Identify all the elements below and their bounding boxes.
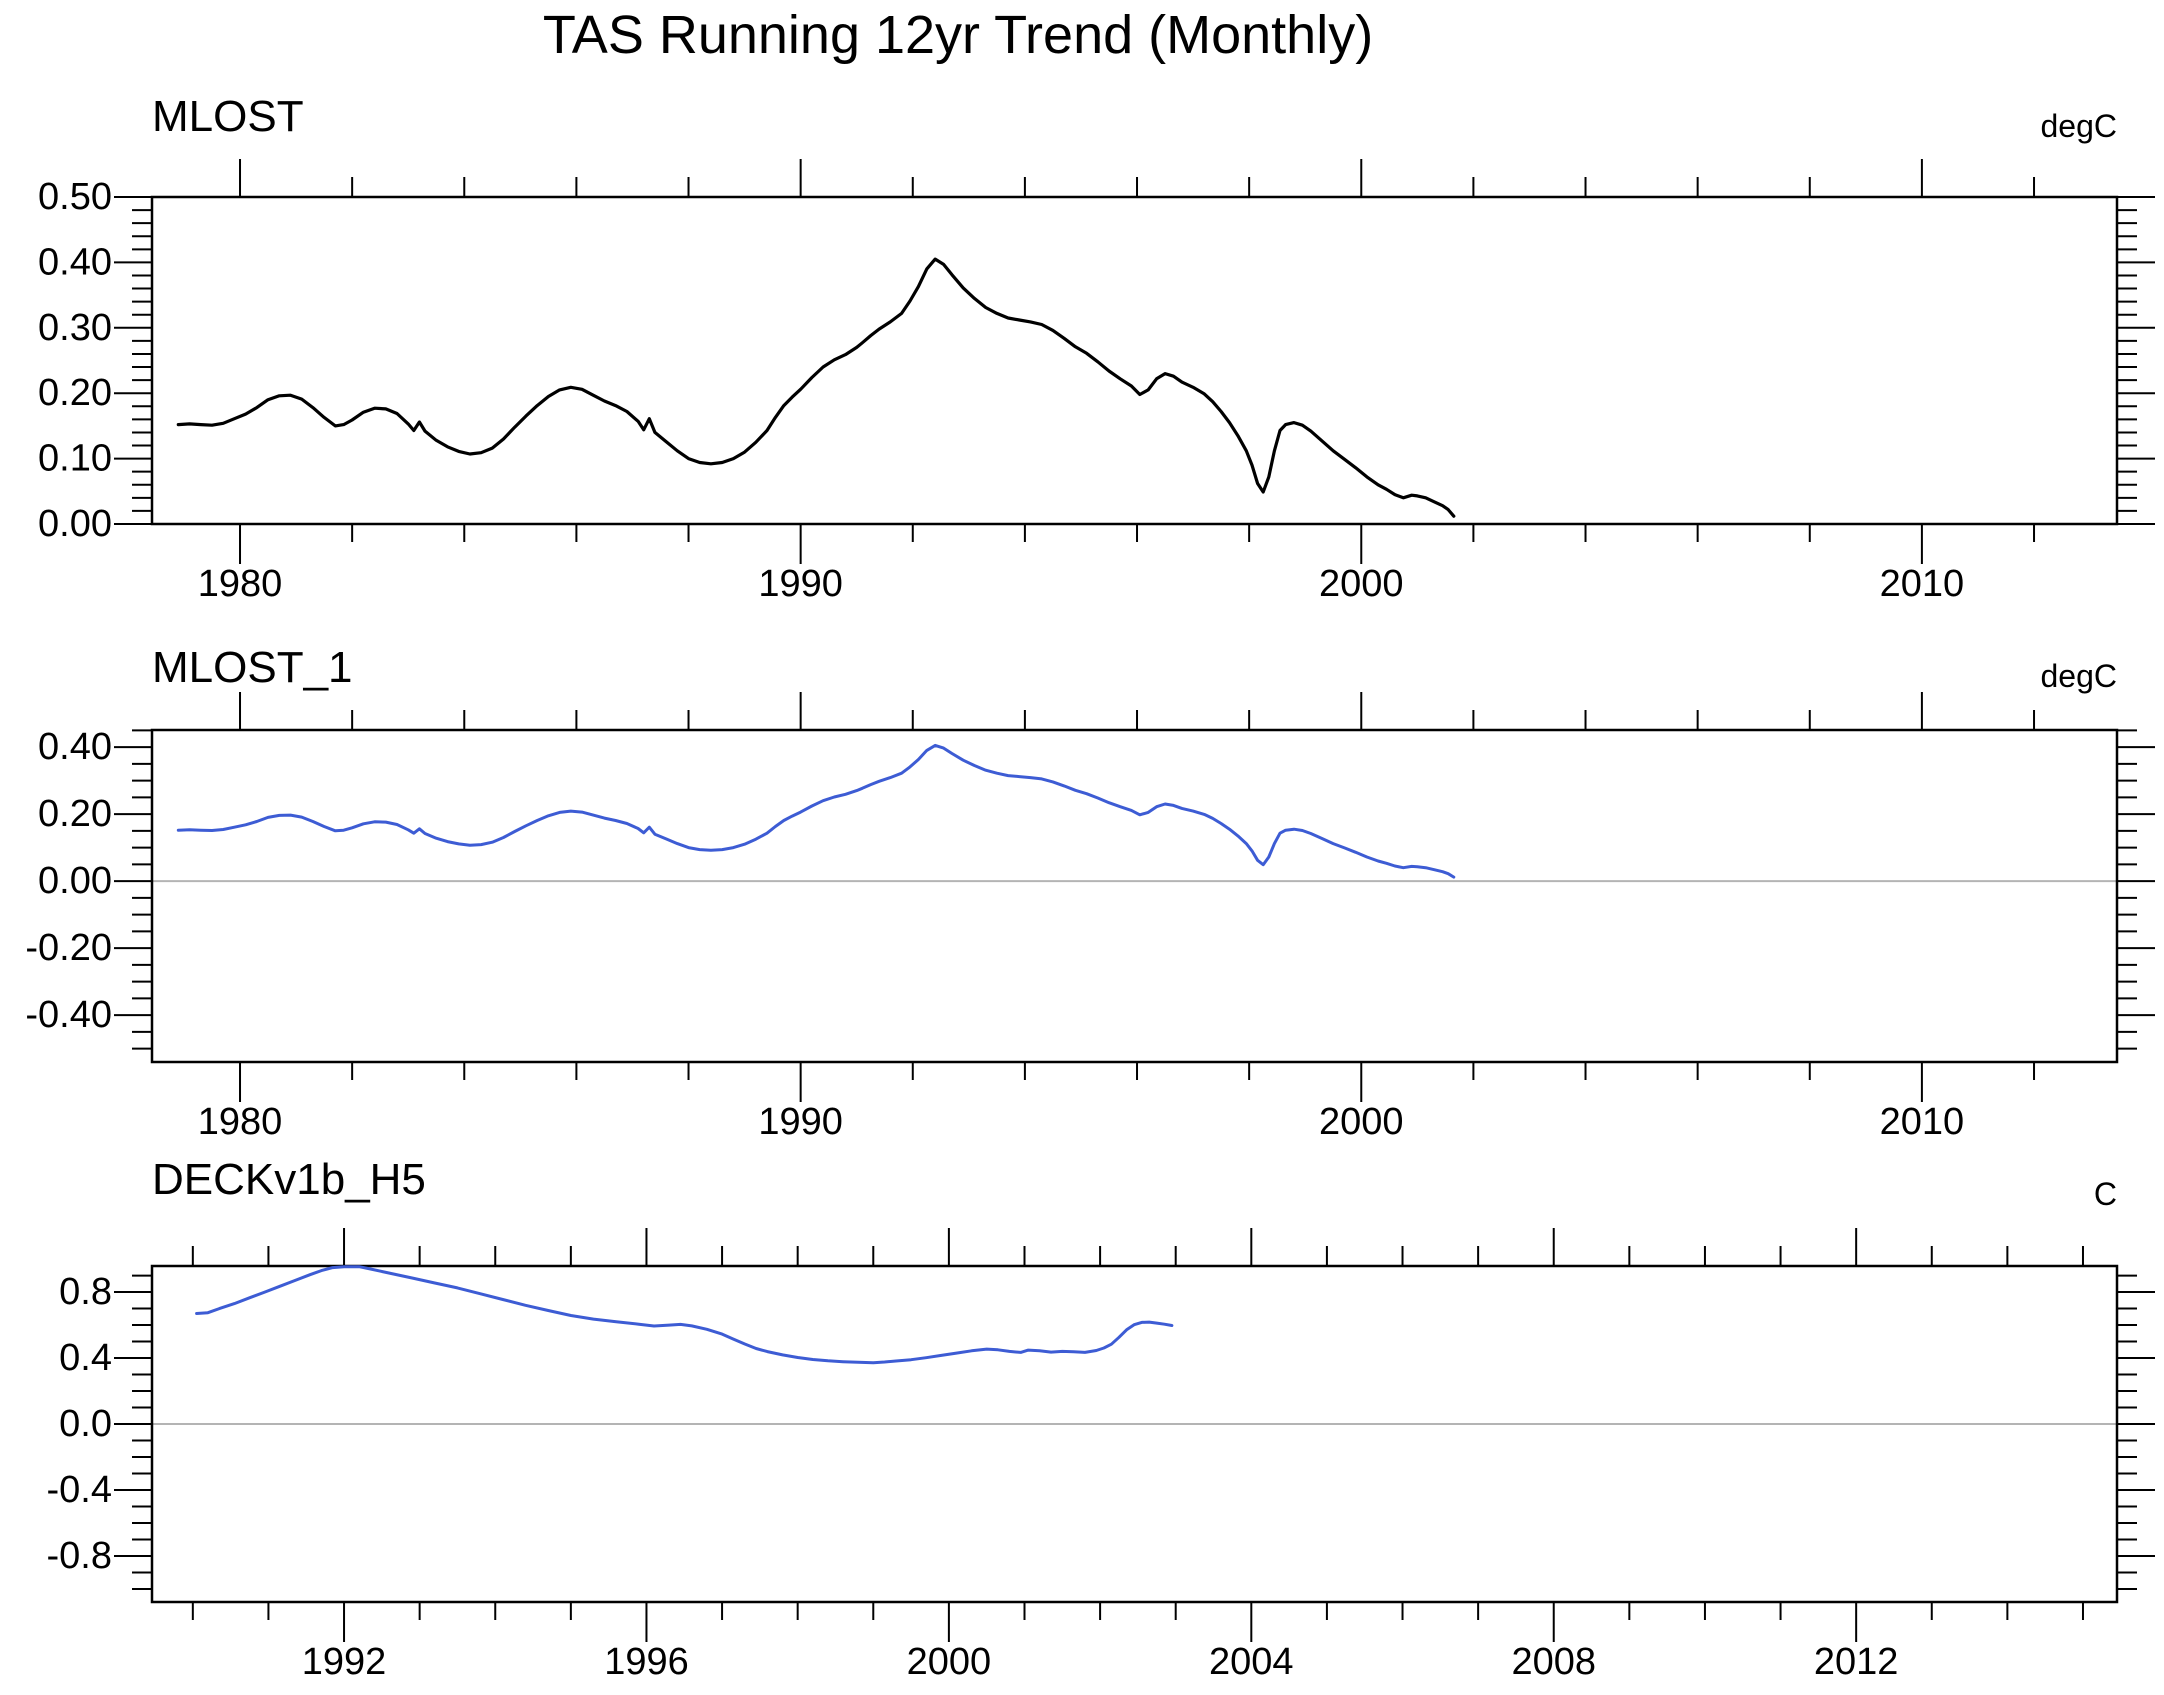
- panel-unit-mlost-1: degC: [2040, 658, 2118, 694]
- y-tick-label: 0.0: [59, 1403, 112, 1445]
- x-tick-label: 2010: [1880, 563, 1965, 605]
- y-tick-label: 0.8: [59, 1271, 112, 1313]
- y-tick-label: 0.30: [38, 307, 112, 349]
- y-tick-label: 0.10: [38, 438, 112, 480]
- y-tick-label: 0.50: [38, 176, 112, 218]
- panel-mlost: 1980 1990 2000 2010 0.50 0.40 0.30 0.20 0.10 0.00: [38, 159, 2155, 605]
- data-curve-deckv1b-h5: [195, 1265, 1174, 1365]
- axis-frame: [150, 728, 2119, 1064]
- x-tick-label: 2000: [907, 1641, 992, 1683]
- y-tick-label: -0.40: [25, 994, 112, 1036]
- y-tick-label: -0.8: [47, 1535, 112, 1577]
- x-tick-label: 1980: [198, 1101, 283, 1143]
- panel-title-mlost-1: MLOST_1: [152, 643, 353, 692]
- x-tick-label: 1996: [604, 1641, 689, 1683]
- data-curve-mlost-1: [176, 743, 1456, 879]
- x-tick-label: 1980: [198, 563, 283, 605]
- x-tick-label: 2000: [1319, 563, 1404, 605]
- panel-title-mlost: MLOST: [152, 92, 304, 141]
- y-tick-label: -0.4: [47, 1469, 112, 1511]
- panel-deckv1b-h5: 1992 1996 2000 2004 2008 2012 0.8 0.4 0.0 -0.4 -0.…: [47, 1228, 2155, 1683]
- panel-unit-deckv1b-h5: C: [2093, 1176, 2117, 1212]
- x-tick-label: 1990: [758, 563, 843, 605]
- data-curve-mlost: [176, 257, 1456, 518]
- x-tick-label: 2008: [1511, 1641, 1596, 1683]
- panel-unit-mlost: degC: [2040, 108, 2118, 144]
- axis-frame: [150, 1264, 2119, 1604]
- y-tick-label: 0.00: [38, 503, 112, 545]
- panel-mlost-1: 1980 1990 2000 2010 0.40 0.20 0.00 -0.20 -0.40: [25, 692, 2155, 1143]
- axis-frame: [150, 195, 2119, 526]
- y-tick-label: 0.20: [38, 372, 112, 414]
- y-tick-label: 0.4: [59, 1337, 112, 1379]
- y-tick-label: 0.00: [38, 860, 112, 902]
- y-tick-label: 0.40: [38, 241, 112, 283]
- x-tick-label: 2010: [1880, 1101, 1965, 1143]
- y-tick-label: 0.40: [38, 726, 112, 768]
- y-tick-label: 0.20: [38, 793, 112, 835]
- main-title: TAS Running 12yr Trend (Monthly): [542, 5, 1374, 65]
- x-tick-label: 1992: [302, 1641, 387, 1683]
- x-tick-label: 2000: [1319, 1101, 1404, 1143]
- x-tick-label: 1990: [758, 1101, 843, 1143]
- panel-title-deckv1b-h5: DECKv1b_H5: [152, 1155, 426, 1204]
- y-tick-label: -0.20: [25, 927, 112, 969]
- x-tick-label: 2012: [1814, 1641, 1899, 1683]
- x-tick-label: 2004: [1209, 1641, 1294, 1683]
